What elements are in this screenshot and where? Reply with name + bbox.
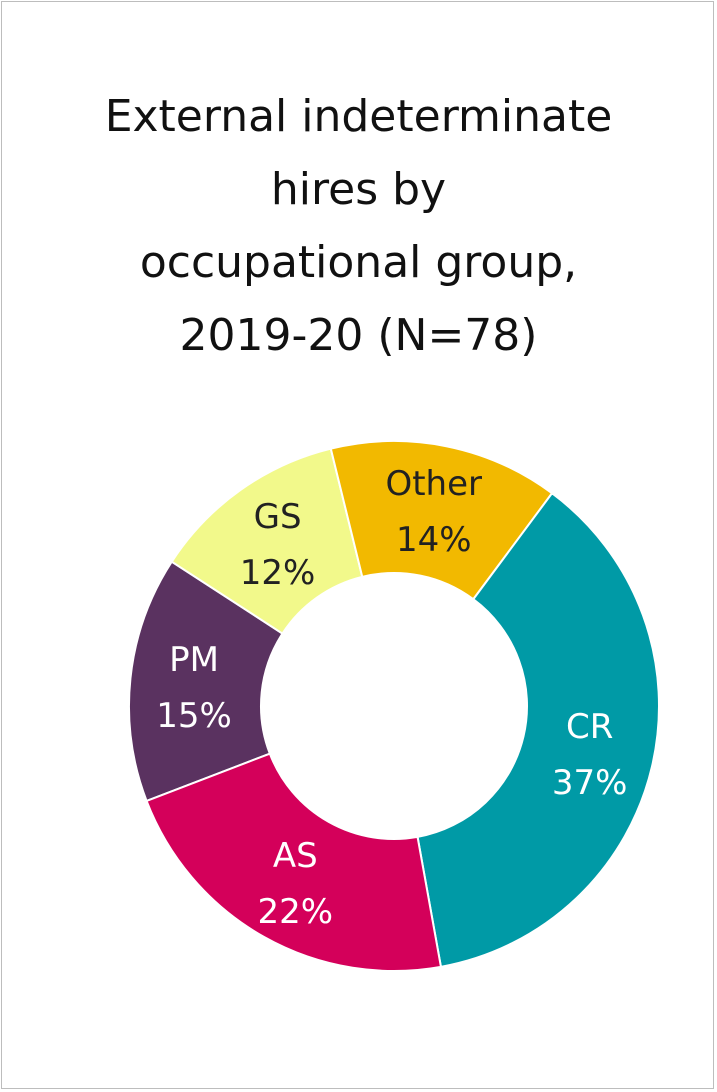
chart-title-line-3: occupational group, xyxy=(139,237,578,288)
slice-cr xyxy=(416,491,660,968)
slice-other-value-label: 14% xyxy=(396,520,472,560)
slice-cr-value-label: 37% xyxy=(552,763,628,803)
slice-other xyxy=(329,440,554,601)
slice-pm-value-label: 15% xyxy=(156,696,232,736)
slice-other-name-label: Other xyxy=(385,464,482,504)
slice-pm xyxy=(128,560,284,803)
slice-gs-name-label: GS xyxy=(254,497,302,537)
slice-gs-value-label: 12% xyxy=(240,553,316,593)
chart-title: External indeterminate hires by occupati… xyxy=(0,80,717,372)
slice-as-name-label: AS xyxy=(273,836,318,876)
slice-as xyxy=(145,752,443,972)
chart-title-line-4: 2019-20 (N=78) xyxy=(179,310,538,361)
chart-title-line-1: External indeterminate xyxy=(104,91,613,142)
slice-cr-name-label: CR xyxy=(566,707,613,747)
chart-title-line-2: hires by xyxy=(270,164,447,215)
slice-as-value-label: 22% xyxy=(258,892,334,932)
slice-pm-name-label: PM xyxy=(169,640,219,680)
